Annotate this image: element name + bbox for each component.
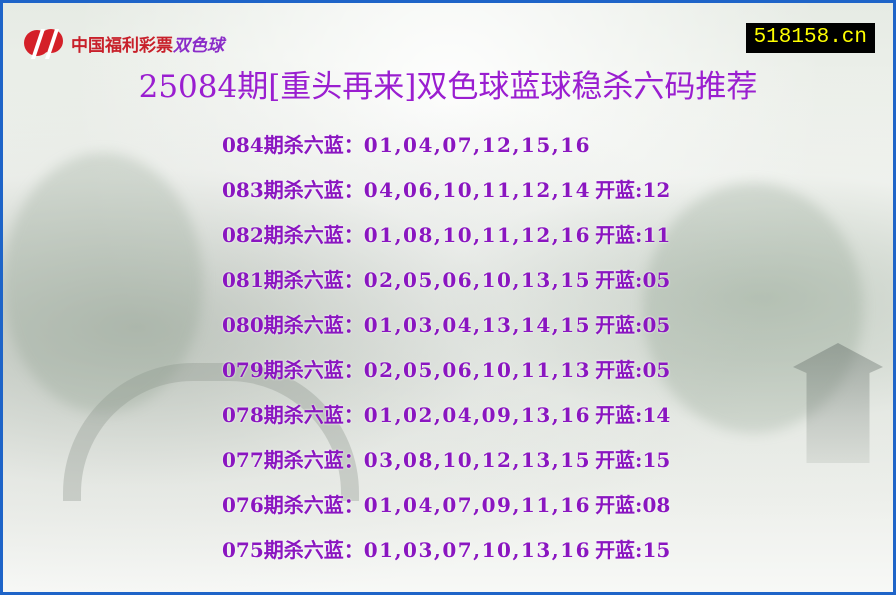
period: 084 — [222, 133, 264, 157]
prediction-row: 084期杀六蓝：01,04,07,12,15,16 — [222, 129, 670, 174]
period: 083 — [222, 178, 264, 202]
kill-numbers: 02,05,06,10,13,15 — [363, 268, 592, 292]
background-pavilion — [793, 343, 883, 463]
row-label: 期杀六蓝： — [263, 223, 364, 247]
period: 078 — [222, 403, 264, 427]
logo-text: 中国福利彩票 — [71, 35, 173, 56]
lottery-logo: 中国福利彩票 双色球 — [21, 25, 224, 61]
prediction-list: 084期杀六蓝：01,04,07,12,15,16 083期杀六蓝：04,06,1… — [222, 129, 670, 579]
prediction-row: 075期杀六蓝：01,03,07,10,13,16 开蓝:15 — [222, 534, 670, 579]
drawn-label: 开蓝: — [595, 538, 643, 562]
period: 077 — [222, 448, 264, 472]
row-label: 期杀六蓝： — [263, 268, 364, 292]
prediction-row: 082期杀六蓝：01,08,10,11,12,16 开蓝:11 — [222, 219, 670, 264]
row-label: 期杀六蓝： — [263, 448, 364, 472]
background-tree — [643, 183, 863, 433]
drawn-label: 开蓝: — [595, 178, 643, 202]
period: 082 — [222, 223, 264, 247]
welfare-lottery-logo-icon — [24, 29, 63, 59]
period: 079 — [222, 358, 264, 382]
site-badge[interactable]: 518158.cn — [745, 23, 875, 53]
drawn-number: 12 — [642, 178, 671, 202]
drawn-number: 05 — [642, 268, 671, 292]
prediction-row: 081期杀六蓝：02,05,06,10,13,15 开蓝:05 — [222, 264, 670, 309]
kill-numbers: 03,08,10,12,13,15 — [363, 448, 592, 472]
drawn-number: 15 — [642, 448, 671, 472]
row-label: 期杀六蓝： — [263, 403, 364, 427]
row-label: 期杀六蓝： — [263, 493, 364, 517]
drawn-number: 08 — [642, 493, 671, 517]
row-label: 期杀六蓝： — [263, 358, 364, 382]
period: 081 — [222, 268, 264, 292]
kill-numbers: 04,06,10,11,12,14 — [363, 178, 592, 202]
drawn-label: 开蓝: — [595, 493, 643, 517]
logo-brand: 双色球 — [173, 35, 224, 56]
prediction-row: 077期杀六蓝：03,08,10,12,13,15 开蓝:15 — [222, 444, 670, 489]
drawn-number: 15 — [642, 538, 671, 562]
row-label: 期杀六蓝： — [263, 313, 364, 337]
kill-numbers: 01,02,04,09,13,16 — [363, 403, 592, 427]
period: 080 — [222, 313, 264, 337]
prediction-row: 078期杀六蓝：01,02,04,09,13,16 开蓝:14 — [222, 399, 670, 444]
drawn-number: 05 — [642, 358, 671, 382]
period: 076 — [222, 493, 264, 517]
drawn-number: 11 — [642, 223, 671, 247]
background-tree — [3, 153, 203, 413]
kill-numbers: 01,03,07,10,13,16 — [363, 538, 592, 562]
drawn-label: 开蓝: — [595, 268, 643, 292]
kill-numbers: 01,04,07,09,11,16 — [363, 493, 592, 517]
drawn-number: 05 — [642, 313, 671, 337]
kill-numbers: 01,04,07,12,15,16 — [363, 133, 592, 157]
drawn-label: 开蓝: — [595, 223, 643, 247]
prediction-row: 076期杀六蓝：01,04,07,09,11,16 开蓝:08 — [222, 489, 670, 534]
drawn-number: 14 — [642, 403, 671, 427]
drawn-label: 开蓝: — [595, 448, 643, 472]
row-label: 期杀六蓝： — [263, 178, 364, 202]
prediction-row: 079期杀六蓝：02,05,06,10,11,13 开蓝:05 — [222, 354, 670, 399]
drawn-label: 开蓝: — [595, 313, 643, 337]
page-title: 25084期[重头再来]双色球蓝球稳杀六码推荐 — [138, 69, 758, 105]
drawn-label: 开蓝: — [595, 358, 643, 382]
kill-numbers: 01,08,10,11,12,16 — [363, 223, 592, 247]
row-label: 期杀六蓝： — [263, 538, 364, 562]
drawn-label: 开蓝: — [595, 403, 643, 427]
kill-numbers: 02,05,06,10,11,13 — [363, 358, 592, 382]
prediction-row: 080期杀六蓝：01,03,04,13,14,15 开蓝:05 — [222, 309, 670, 354]
prediction-row: 083期杀六蓝：04,06,10,11,12,14 开蓝:12 — [222, 174, 670, 219]
period: 075 — [222, 538, 264, 562]
kill-numbers: 01,03,04,13,14,15 — [363, 313, 592, 337]
row-label: 期杀六蓝： — [263, 133, 364, 157]
